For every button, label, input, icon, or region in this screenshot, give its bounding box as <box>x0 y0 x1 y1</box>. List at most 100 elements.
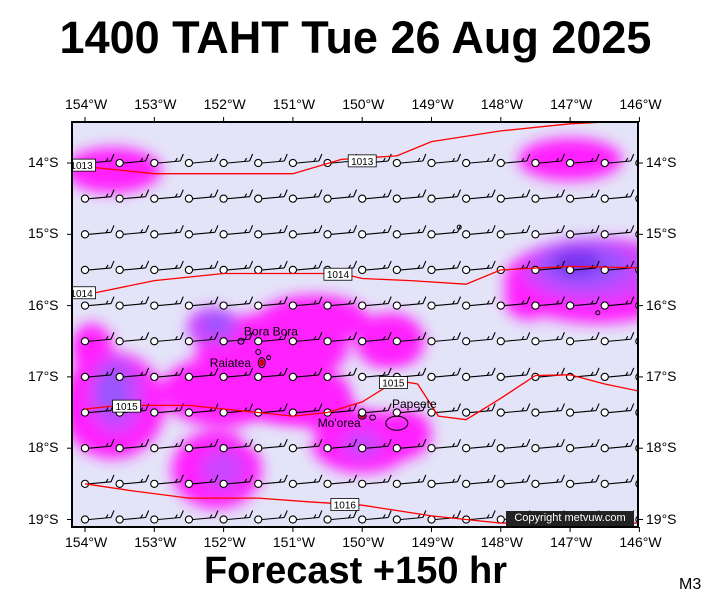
barb-feather <box>422 153 427 162</box>
barb-feather <box>278 157 282 162</box>
wind-barb <box>427 367 462 382</box>
barb-station <box>496 301 505 310</box>
wind-barb <box>323 438 358 453</box>
barb-shaft <box>435 481 458 485</box>
barb-shaft <box>539 410 562 414</box>
barb-shaft <box>296 516 319 521</box>
barb-station <box>358 408 367 417</box>
barb-feather <box>318 189 323 197</box>
wind-barb <box>184 189 219 203</box>
barb-feather <box>105 335 109 341</box>
barb-feather <box>486 514 490 519</box>
barb-station <box>323 515 332 524</box>
barb-feather <box>382 371 386 376</box>
lon-label-top: 151°W <box>272 96 316 112</box>
wind-barb <box>150 510 184 524</box>
barb-feather <box>140 514 144 519</box>
wind-barb <box>219 332 254 346</box>
barb-station <box>254 479 263 488</box>
barb-feather <box>590 478 594 483</box>
wind-barb <box>358 189 392 203</box>
barb-shaft <box>123 196 146 200</box>
barb-station <box>427 337 436 346</box>
barb-feather <box>665 475 668 482</box>
barb-shaft <box>400 481 423 485</box>
barb-shaft <box>88 267 112 271</box>
wind-barb <box>288 332 323 346</box>
barb-feather <box>595 296 600 304</box>
lat-label-right: 15°S <box>646 225 677 242</box>
barb-station <box>392 408 401 417</box>
wind-barb <box>565 403 600 417</box>
wind-barb <box>150 189 184 203</box>
barb-shaft <box>539 160 562 164</box>
barb-feather <box>318 296 323 304</box>
barb-feather <box>555 407 559 412</box>
wind-barb <box>427 474 462 488</box>
barb-feather <box>595 332 600 340</box>
barb-feather <box>214 403 219 411</box>
barb-station <box>115 158 124 168</box>
wind-barb <box>358 510 392 524</box>
isobar-label-1015: 1015 <box>378 376 408 390</box>
wind-barb <box>358 367 392 382</box>
barb-station <box>461 337 471 346</box>
barb-shaft <box>296 445 319 449</box>
barb-feather <box>422 403 427 411</box>
wind-barb <box>565 332 600 346</box>
barb-shaft <box>192 410 215 414</box>
barb-feather <box>283 153 288 162</box>
barb-shaft <box>470 231 493 235</box>
barb-feather <box>526 153 531 162</box>
barb-feather <box>318 510 323 518</box>
barb-shaft <box>470 445 493 449</box>
wind-barb <box>358 438 392 453</box>
barb-station <box>565 301 575 310</box>
barb-shaft <box>504 160 527 164</box>
barb-shaft <box>435 231 458 235</box>
barb-feather <box>456 296 462 304</box>
barb-station <box>461 194 471 203</box>
barb-feather <box>209 157 213 162</box>
barb-feather <box>630 260 635 269</box>
barb-feather <box>244 371 248 376</box>
barb-feather <box>105 264 109 269</box>
wind-barb <box>288 510 323 524</box>
barb-station <box>219 337 228 346</box>
barb-feather <box>249 438 254 447</box>
barb-feather <box>595 367 600 376</box>
barb-feather <box>660 479 662 483</box>
barb-station <box>565 479 575 488</box>
wind-barb <box>565 474 600 488</box>
barb-shaft <box>192 481 215 485</box>
barb-station <box>323 372 332 382</box>
wind-barb <box>600 189 635 203</box>
barb-feather <box>110 510 115 518</box>
barb-feather <box>249 296 254 304</box>
barb-feather <box>353 189 358 197</box>
barb-shaft <box>470 303 493 307</box>
barb-shaft <box>435 160 458 164</box>
wind-barb <box>288 225 323 239</box>
precip-cell <box>355 312 425 370</box>
barb-feather <box>278 300 282 305</box>
barb-feather <box>491 153 496 162</box>
wind-barb <box>358 474 392 488</box>
barb-feather <box>452 300 455 305</box>
island-outline <box>255 348 262 355</box>
barb-feather <box>521 157 525 162</box>
precip-cell <box>376 408 432 459</box>
barb-shaft <box>262 196 285 200</box>
barb-feather <box>417 300 421 305</box>
barb-station <box>600 265 609 275</box>
barb-feather <box>630 367 635 376</box>
wind-barb <box>496 189 531 203</box>
wind-barb <box>115 260 150 275</box>
barb-shaft <box>574 338 597 342</box>
barb-feather <box>110 367 115 376</box>
barb-station <box>288 194 298 203</box>
wind-barb <box>219 296 254 310</box>
barb-station <box>635 408 638 417</box>
barb-shaft <box>504 374 527 378</box>
barb-feather <box>422 367 427 376</box>
